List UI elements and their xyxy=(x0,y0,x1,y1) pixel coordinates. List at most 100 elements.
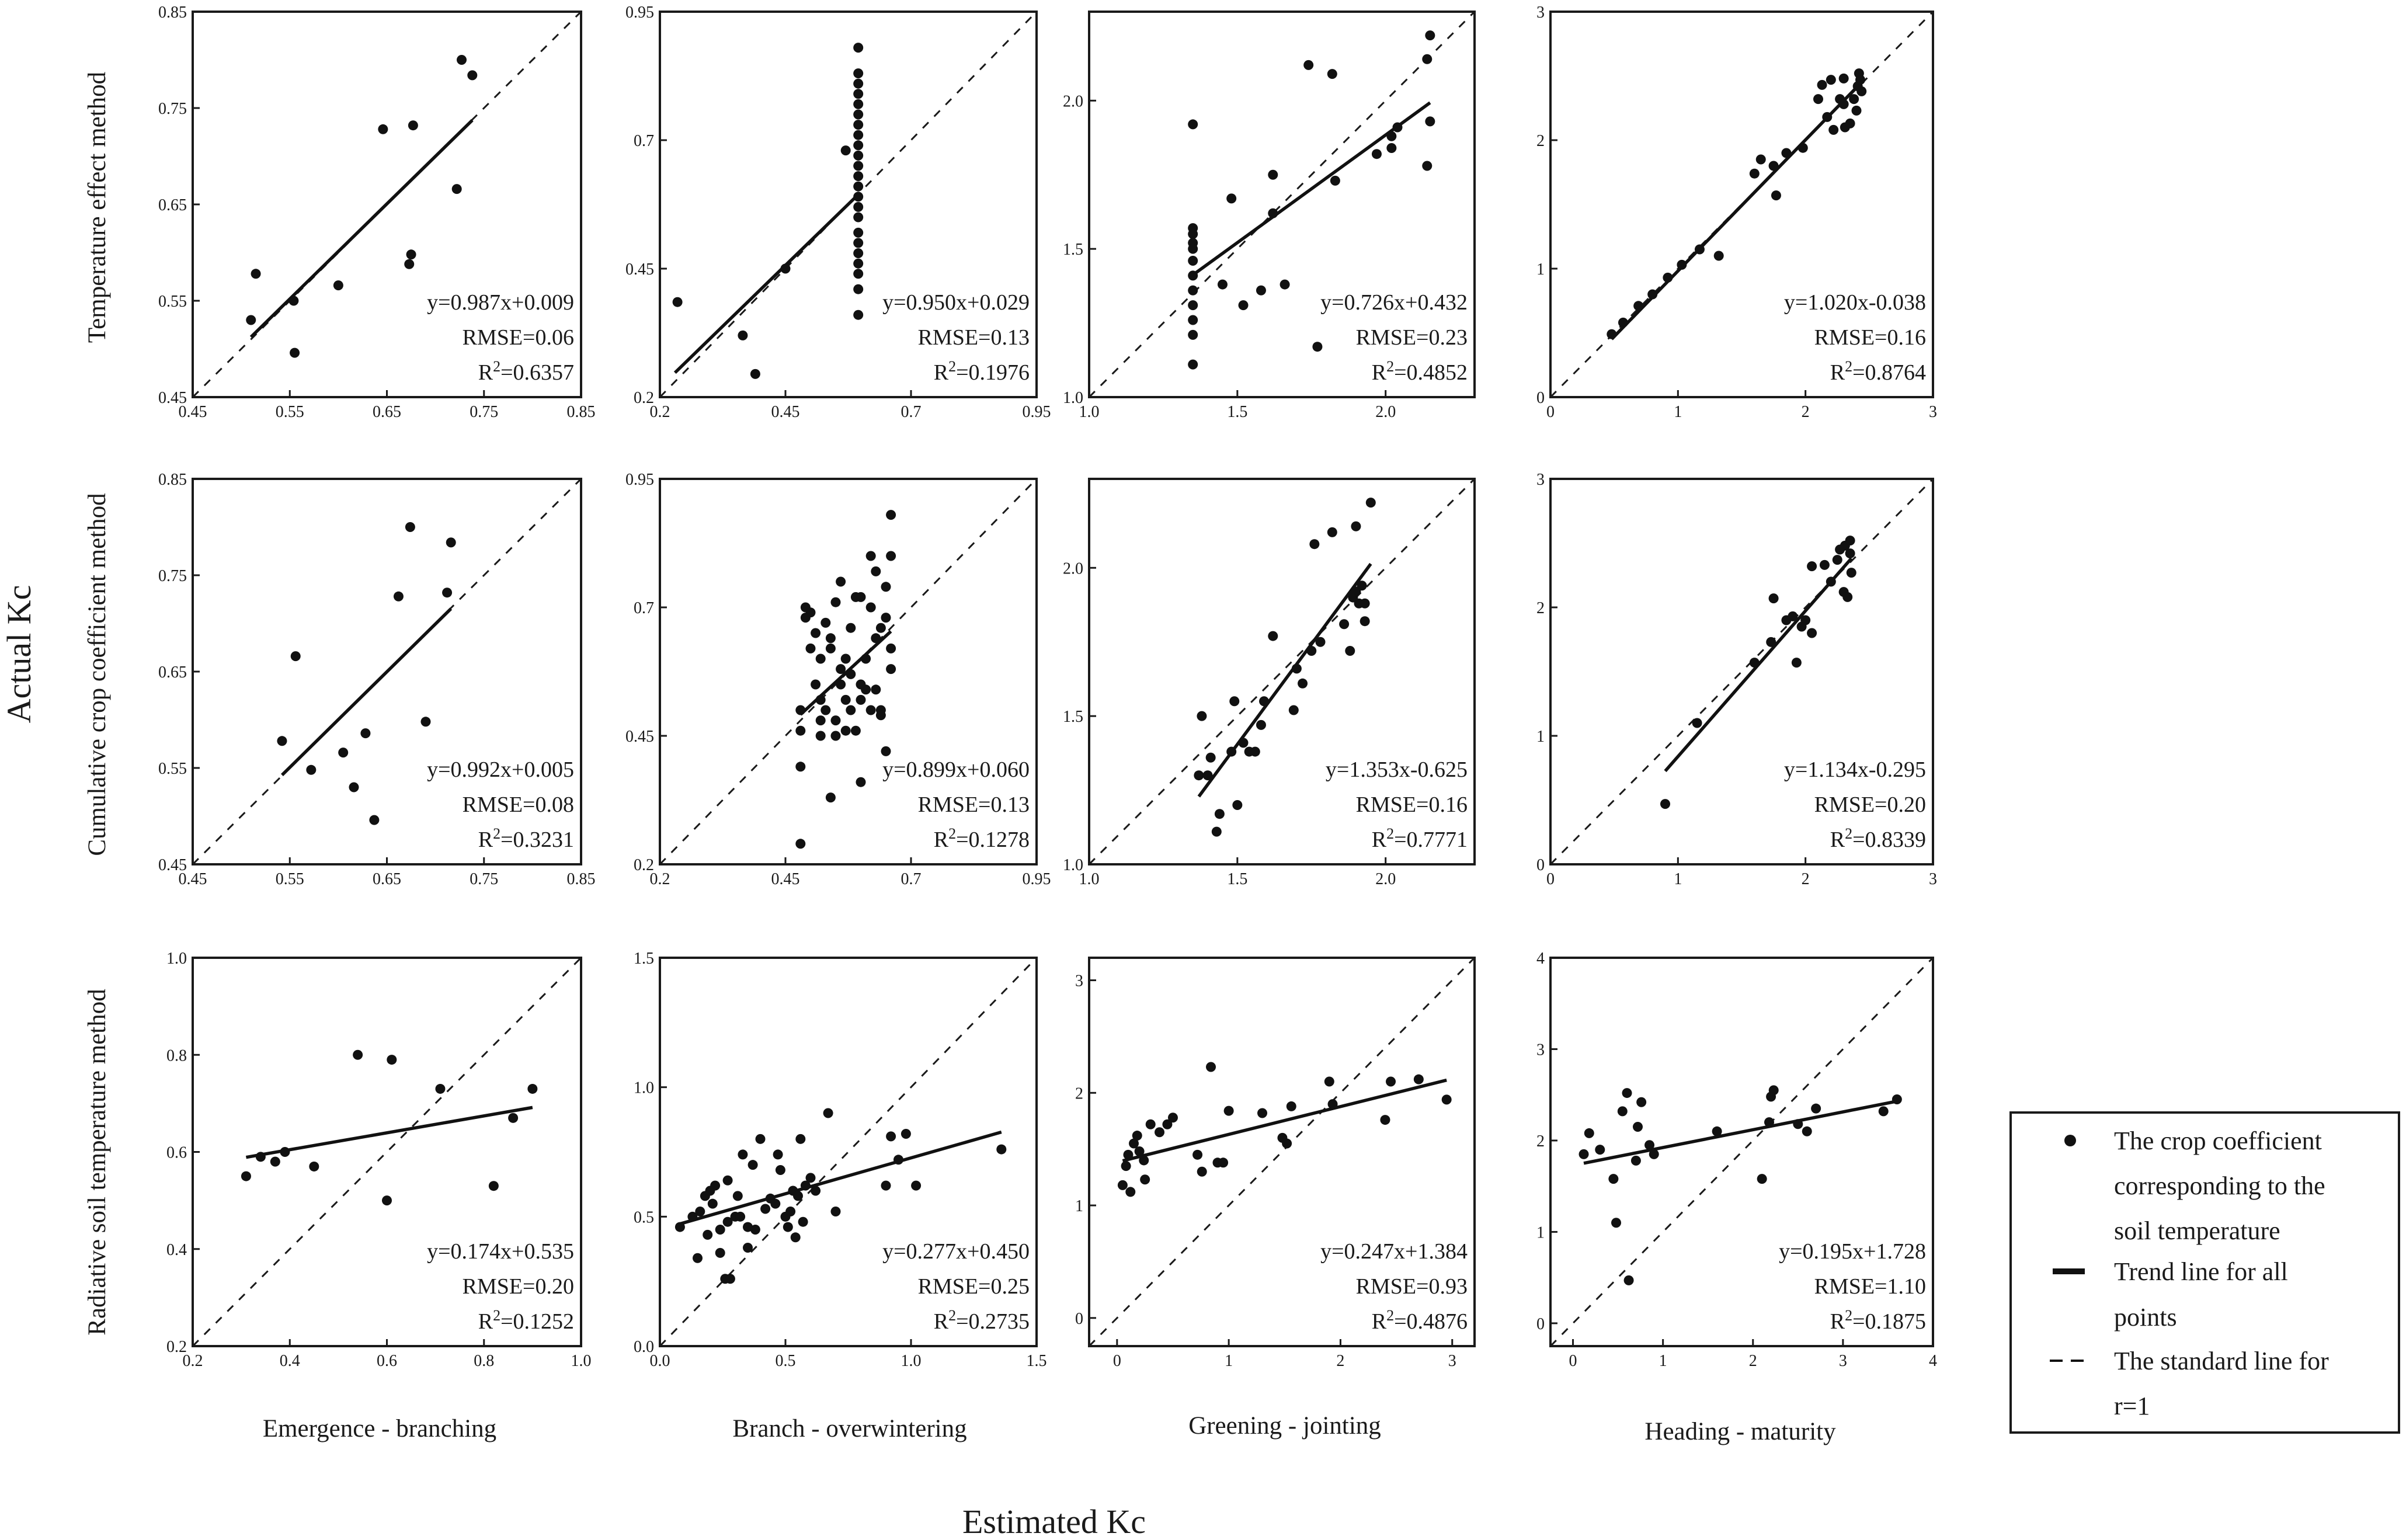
panel-r2-greening-xtick-label: 1 xyxy=(1225,1352,1233,1370)
panel-r1-heading-equation: y=1.134x-0.295 xyxy=(1784,757,1926,782)
panel-r1-emergence-xtick-label: 0.55 xyxy=(276,870,304,888)
panel-r2-branch-point xyxy=(755,1134,766,1144)
panel-r2-greening-ytick-label: 0 xyxy=(1075,1310,1083,1328)
panel-r2-emergence-xtick-label: 0.6 xyxy=(377,1352,397,1370)
panel-r0-heading-point xyxy=(1813,94,1823,105)
panel-r0-greening-point xyxy=(1217,279,1228,290)
panel-r2-emergence-point xyxy=(309,1161,319,1171)
panel-r1-emergence-trend-line xyxy=(281,607,453,777)
panel-r0-heading-point xyxy=(1768,161,1779,171)
panel-r2-emergence-ytick-label: 0.4 xyxy=(166,1241,187,1259)
panel-r0-branch-point xyxy=(853,130,864,140)
panel-r2-heading-frame xyxy=(1549,957,1934,1347)
panel-r1-branch-frame xyxy=(659,478,1038,865)
panel-r1-emergence-xtick-label: 0.85 xyxy=(567,870,596,888)
panel-r2-heading-point xyxy=(1630,1155,1641,1166)
panel-r1-branch-point xyxy=(886,551,896,561)
panel-r0-heading-ytick-label: 3 xyxy=(1536,4,1545,22)
panel-r0-heading-point xyxy=(1755,154,1766,165)
panel-r2-branch-point xyxy=(795,1134,806,1144)
panel-r1-greening-point xyxy=(1365,498,1376,508)
panel-r1-heading-point xyxy=(1826,576,1836,587)
panel-r1-greening-ytick-label: 1.5 xyxy=(1063,708,1083,726)
panel-r1-branch-point xyxy=(846,623,856,633)
panel-r2-branch-point xyxy=(881,1180,891,1191)
panel-r1-branch-point xyxy=(840,653,851,664)
panel-r2-emergence-point xyxy=(353,1049,363,1060)
panel-r2-greening-point xyxy=(1223,1106,1234,1116)
legend: The crop coefficient corresponding to th… xyxy=(2009,1111,2400,1434)
panel-r0-heading-xtick-label: 1 xyxy=(1674,403,1682,421)
panel-r2-heading-xtick-label: 4 xyxy=(1929,1352,1937,1370)
panel-r1-branch-point xyxy=(846,705,856,715)
panel-r2-branch-point xyxy=(775,1165,785,1176)
panel-r2-branch-point xyxy=(722,1216,733,1227)
panel-r2-branch-point xyxy=(743,1243,753,1253)
panel-r2-branch-point xyxy=(793,1191,803,1201)
panel-r0-emergence-ytick-label: 0.45 xyxy=(158,389,187,407)
panel-r0-greening-point xyxy=(1188,359,1198,370)
panel-r2-branch-frame xyxy=(659,957,1038,1347)
panel-r1-greening-point xyxy=(1345,645,1355,656)
panel-r1-branch-point xyxy=(871,633,881,644)
panel-r1-emergence-r-squared: R2=0.3231 xyxy=(478,825,574,852)
panel-r0-branch-point xyxy=(853,68,864,79)
panel-r0-greening-point xyxy=(1188,255,1198,266)
panel-r0-branch-point xyxy=(853,78,864,89)
panel-r0-branch-point xyxy=(853,248,864,259)
legend-standard-line-2: r=1 xyxy=(2114,1392,2150,1420)
panel-r2-branch-point xyxy=(693,1253,703,1263)
panel-r0-greening-r-squared: R2=0.4852 xyxy=(1372,358,1468,385)
panel-r0-branch-point xyxy=(853,284,864,294)
panel-r2-heading-point xyxy=(1757,1174,1767,1184)
panel-r0-heading-point xyxy=(1856,86,1867,96)
panel-r2-heading-point xyxy=(1636,1097,1647,1107)
panel-r1-emergence-ytick-label: 0.55 xyxy=(158,760,187,778)
panel-r0-branch-rmse: RMSE=0.13 xyxy=(918,325,1030,350)
panel-r2-branch-point xyxy=(715,1247,725,1258)
panel-r2-greening-point xyxy=(1197,1166,1207,1177)
panel-r1-heading-xtick-label: 0 xyxy=(1546,870,1555,888)
panel-r0-emergence-r-squared: R2=0.6357 xyxy=(478,358,574,385)
panel-r1-branch-point xyxy=(795,762,806,772)
panel-r2-emergence: 0.2 0.4 0.6 0.8 1.0 0.2 0.4 0.6 0.8 1.0 y=0.174x+0… xyxy=(166,950,592,1370)
panel-r2-branch-xtick-label: 1.5 xyxy=(1027,1352,1047,1370)
panel-r1-greening-point xyxy=(1250,746,1260,757)
panel-r0-greening-ytick-label: 1.5 xyxy=(1063,241,1083,259)
panel-r0-emergence-point xyxy=(457,55,467,65)
panel-r0-heading-point xyxy=(1713,251,1724,261)
panel-r1-branch-point xyxy=(811,679,821,690)
panel-r1-greening-point xyxy=(1197,711,1207,721)
panel-r1-greening-point xyxy=(1327,527,1337,537)
panel-r0-heading-point xyxy=(1633,301,1644,311)
panel-r0-heading-point xyxy=(1618,317,1628,328)
panel-r1-branch-point xyxy=(875,710,886,721)
panel-r0-greening-point xyxy=(1188,119,1198,130)
panel-r1-emergence-ytick-label: 0.65 xyxy=(158,663,187,682)
panel-r0-greening-point xyxy=(1303,60,1314,70)
panel-r1-branch-xtick-label: 0.95 xyxy=(1023,870,1051,888)
panel-r0-emergence-ytick-label: 0.75 xyxy=(158,100,187,118)
panel-r0-heading-ytick-label: 0 xyxy=(1536,389,1545,407)
panel-r1-branch-point xyxy=(811,628,821,638)
panel-r1-branch-point xyxy=(836,664,846,675)
panel-r0-greening: 1.0 1.5 2.0 1.0 1.5 2.0 y=0.726x+0.432 RMSE=0.2… xyxy=(1063,11,1476,421)
panel-r2-branch-point xyxy=(710,1180,721,1191)
panel-r0-emergence-point xyxy=(451,184,462,194)
panel-r2-heading-xtick-label: 0 xyxy=(1569,1352,1577,1370)
panel-r2-greening-point xyxy=(1282,1138,1292,1149)
panel-r1-heading-ytick-label: 3 xyxy=(1536,471,1545,489)
panel-r1-emergence-point xyxy=(442,588,453,598)
panel-r2-branch-point xyxy=(886,1131,896,1142)
panel-r2-heading-point xyxy=(1764,1117,1775,1128)
panel-r1-branch-point xyxy=(840,725,851,736)
panel-r2-branch-point xyxy=(743,1222,753,1232)
panel-r0-heading-point xyxy=(1828,124,1839,135)
panel-r1-greening-point xyxy=(1238,738,1249,748)
panel-r0-greening-xtick-label: 1.5 xyxy=(1227,403,1247,421)
panel-r2-branch-point xyxy=(893,1155,903,1165)
panel-r1-greening-point xyxy=(1202,770,1213,781)
panel-r2-emergence-point xyxy=(435,1083,446,1094)
panel-r0-heading-point xyxy=(1647,289,1658,300)
panel-r0-branch-point xyxy=(853,99,864,109)
